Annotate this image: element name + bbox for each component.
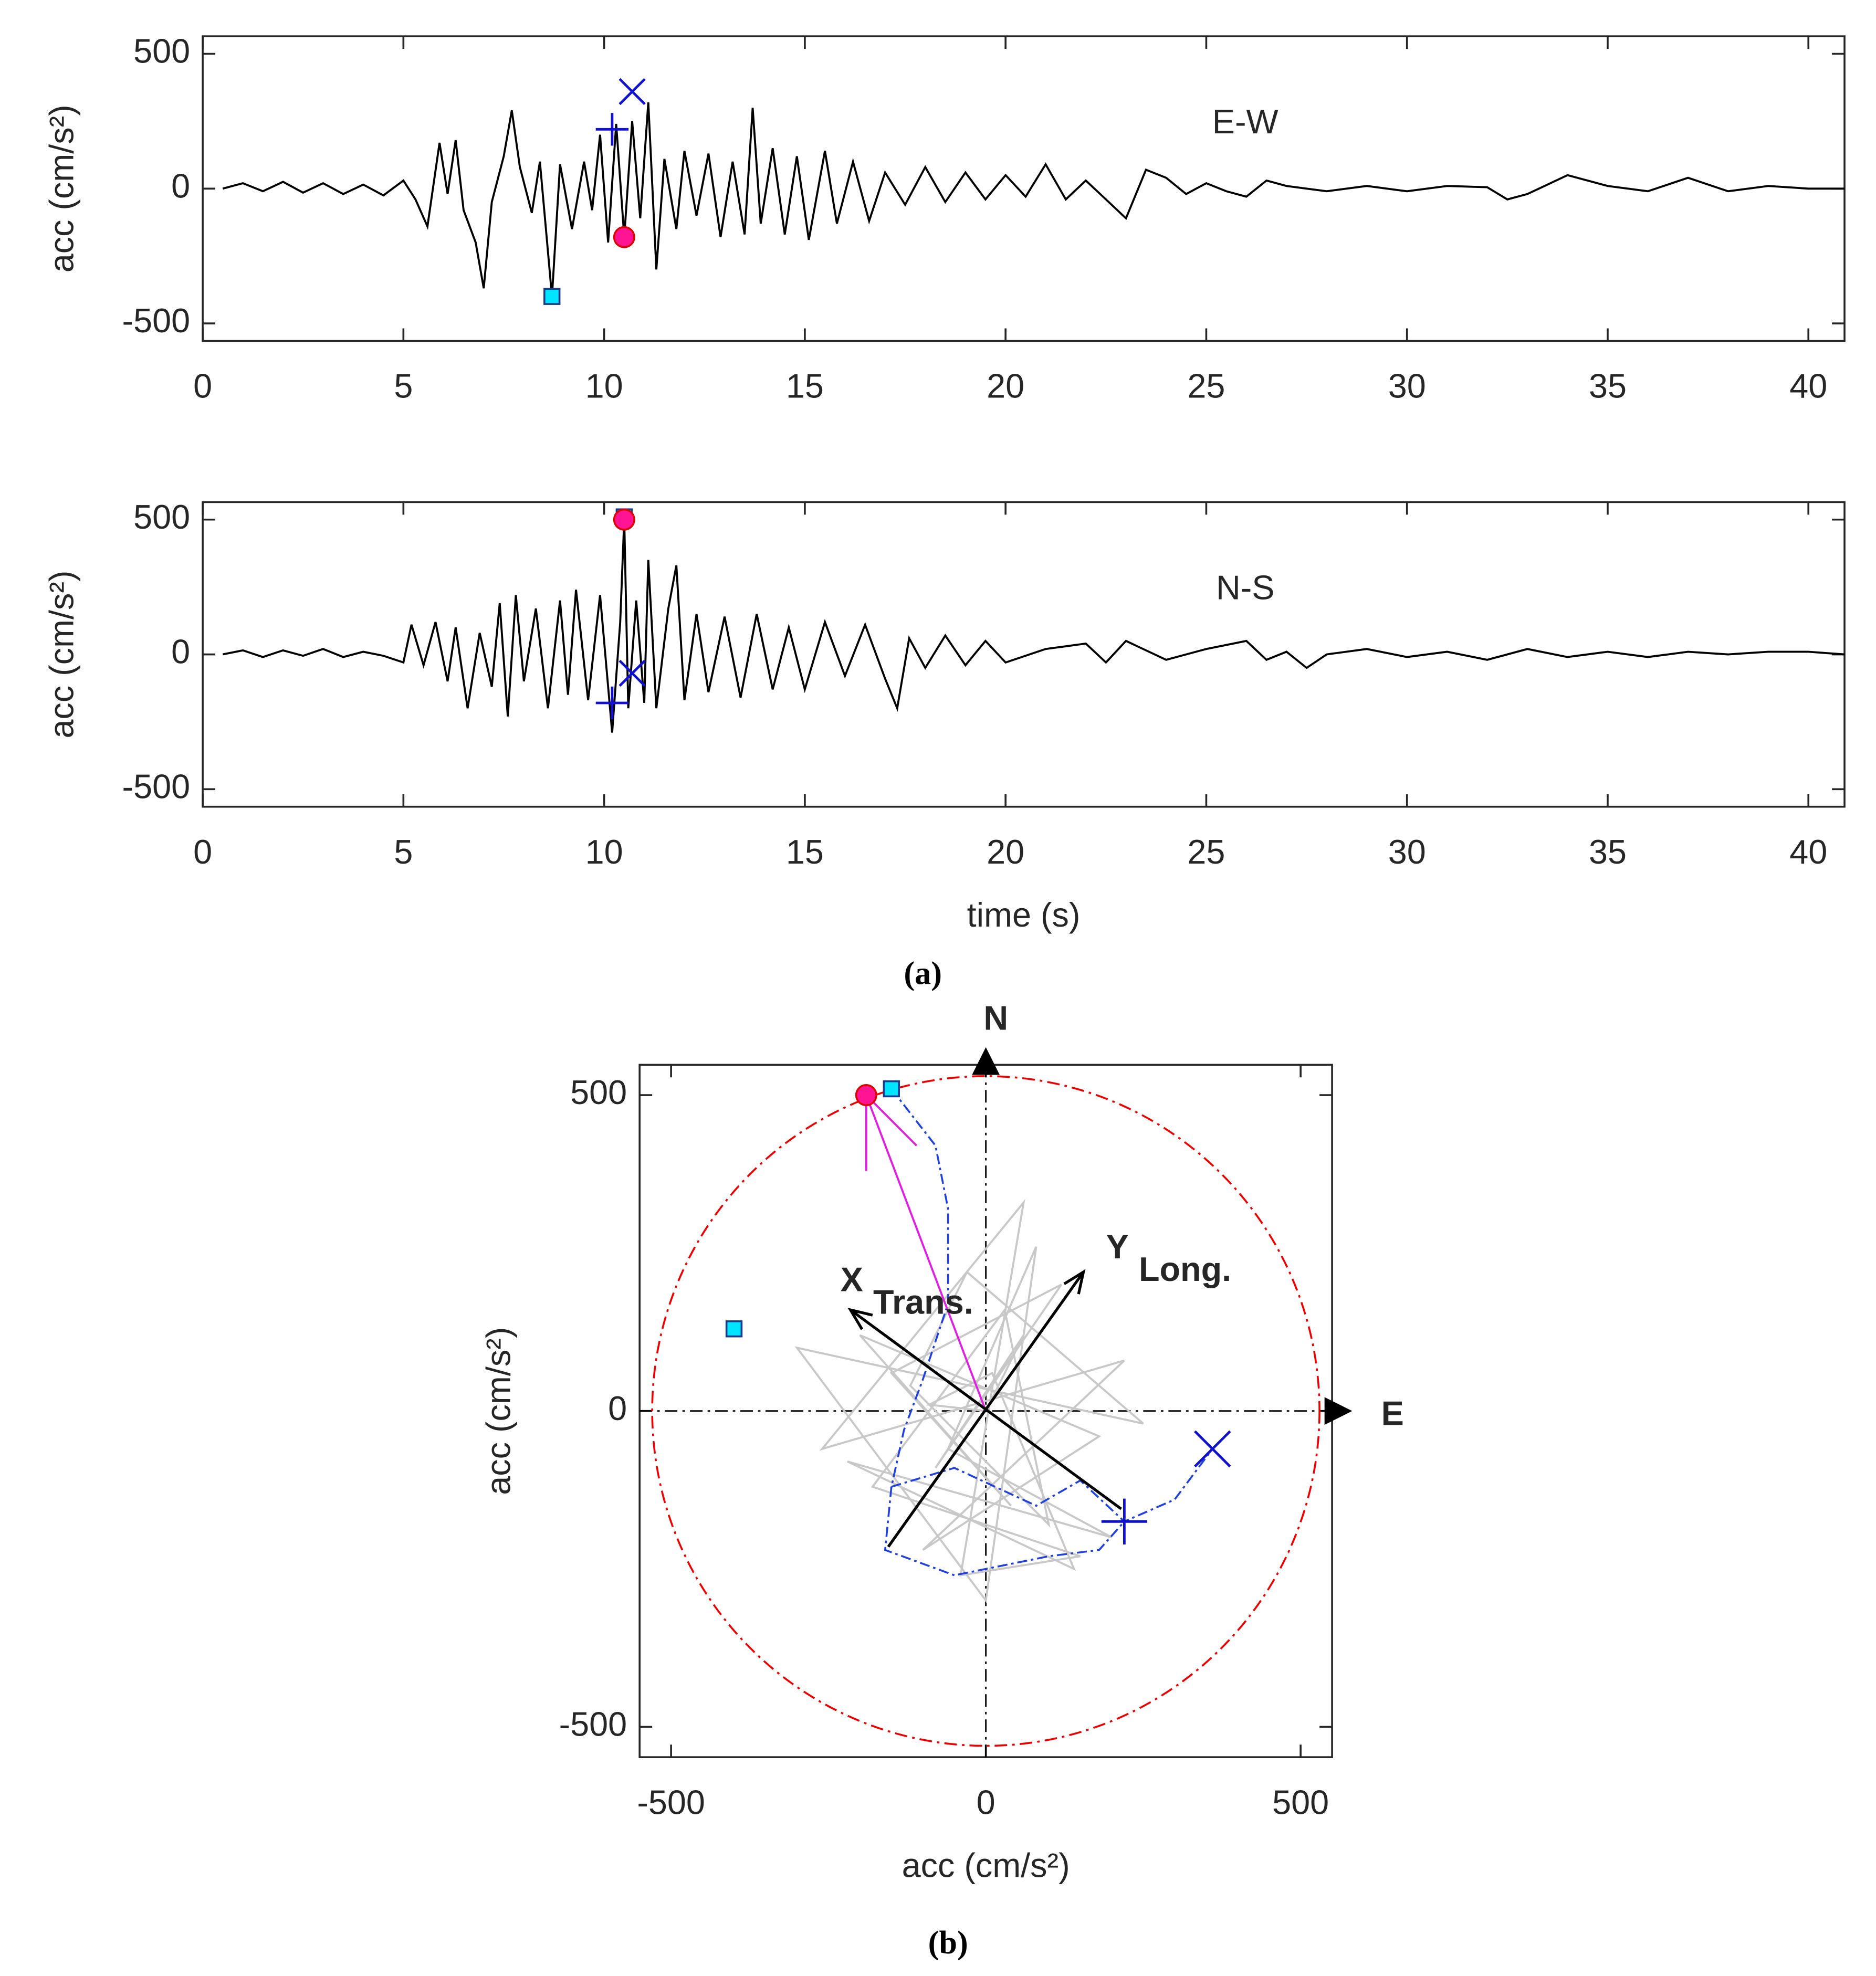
x-tick-label: -500 bbox=[637, 1783, 705, 1821]
x-tick-label: 5 bbox=[394, 367, 413, 405]
x-tick-label: 35 bbox=[1589, 367, 1627, 405]
x-axis-label: acc (cm/s²) bbox=[902, 1846, 1070, 1884]
cross-marker bbox=[1193, 1430, 1231, 1468]
y-axis-label: acc (cm/s²) bbox=[42, 571, 80, 739]
north-label: N bbox=[983, 998, 1008, 1037]
x-tick-label: 0 bbox=[193, 367, 212, 405]
circle-marker bbox=[613, 226, 635, 248]
y-tick-label: 0 bbox=[171, 166, 190, 205]
x-tick-label: 5 bbox=[394, 833, 413, 871]
square-marker bbox=[725, 1320, 743, 1338]
component-label: N-S bbox=[1216, 568, 1274, 606]
plot-frame bbox=[202, 501, 1846, 808]
x-tick-label: 25 bbox=[1187, 833, 1225, 871]
y-axis-label: acc (cm/s²) bbox=[42, 104, 80, 272]
x-tick-label: 500 bbox=[1272, 1783, 1329, 1821]
orbit-trace bbox=[794, 1199, 1144, 1603]
component-label: E-W bbox=[1212, 102, 1278, 141]
x-axis-label: time (s) bbox=[967, 896, 1081, 934]
x-tick-label: 20 bbox=[987, 367, 1024, 405]
caption: (b) bbox=[928, 1925, 968, 1961]
x-tick-label: 25 bbox=[1187, 367, 1225, 405]
x-tick-label: 30 bbox=[1388, 367, 1426, 405]
east-label: E bbox=[1381, 1394, 1404, 1432]
x-tick-label: 0 bbox=[193, 833, 212, 871]
axis-subscript: Trans. bbox=[873, 1283, 973, 1321]
x-tick-label: 0 bbox=[977, 1783, 995, 1821]
peak-loop bbox=[884, 1486, 1125, 1576]
x-tick-label: 10 bbox=[585, 367, 623, 405]
crosshair bbox=[640, 1052, 1337, 1758]
circle-marker bbox=[613, 508, 635, 531]
x-tick-label: 40 bbox=[1789, 833, 1827, 871]
x-tick-label: 10 bbox=[585, 833, 623, 871]
y-tick-label: 500 bbox=[133, 32, 190, 70]
axis-name: Y bbox=[1106, 1227, 1129, 1266]
signal-line bbox=[222, 519, 1845, 733]
y-tick-label: 500 bbox=[133, 498, 190, 536]
peak-vector bbox=[865, 1092, 987, 1412]
cross-marker bbox=[619, 659, 646, 687]
y-tick-label: 500 bbox=[570, 1073, 627, 1111]
square-marker bbox=[543, 288, 561, 305]
x-tick-label: 40 bbox=[1789, 367, 1827, 405]
east-arrow bbox=[1324, 1397, 1353, 1425]
plus-marker bbox=[1101, 1498, 1148, 1544]
square-marker bbox=[883, 1080, 900, 1098]
plot-frame bbox=[202, 35, 1846, 342]
axis-subscript: Long. bbox=[1139, 1250, 1231, 1288]
x-tick-label: 20 bbox=[987, 833, 1024, 871]
x-tick-label: 15 bbox=[786, 833, 824, 871]
x-tick-label: 30 bbox=[1388, 833, 1426, 871]
caption: (a) bbox=[904, 955, 942, 992]
x-tick-label: 35 bbox=[1589, 833, 1627, 871]
y-tick-label: -500 bbox=[122, 767, 191, 805]
north-arrow bbox=[972, 1047, 1000, 1075]
signal-line bbox=[222, 102, 1845, 297]
cross-marker bbox=[619, 78, 646, 106]
pga-circle bbox=[651, 1075, 1320, 1747]
y-tick-label: -500 bbox=[122, 301, 191, 340]
axis-name: X bbox=[841, 1260, 863, 1299]
principal-axis bbox=[887, 1269, 1086, 1548]
x-tick-label: 15 bbox=[786, 367, 824, 405]
circle-marker bbox=[855, 1084, 877, 1107]
plus-marker bbox=[595, 686, 629, 720]
y-tick-label: 0 bbox=[171, 633, 190, 671]
y-tick-label: -500 bbox=[559, 1705, 627, 1743]
plus-marker bbox=[595, 113, 629, 146]
y-axis-label: acc (cm/s²) bbox=[479, 1327, 518, 1495]
y-tick-label: 0 bbox=[608, 1389, 627, 1427]
